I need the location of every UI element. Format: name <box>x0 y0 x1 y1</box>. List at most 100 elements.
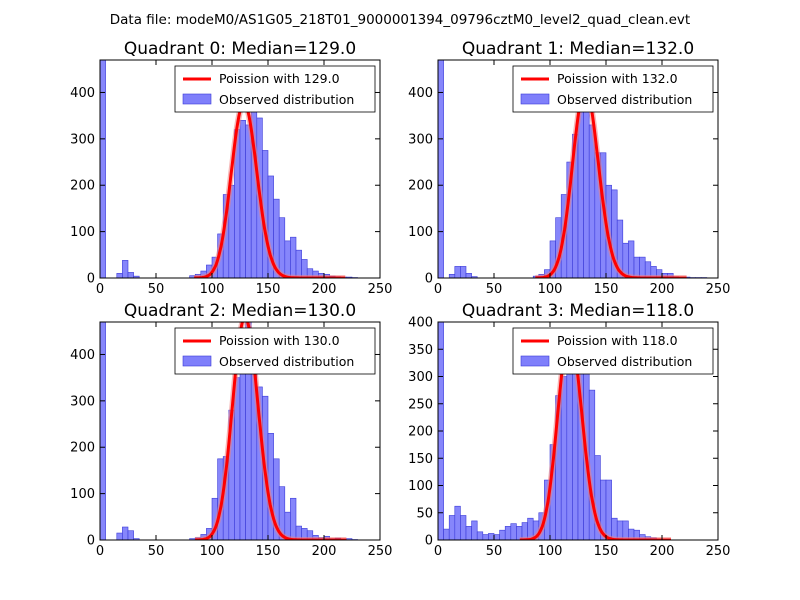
y-tick-label: 100 <box>408 479 433 494</box>
axes-frame <box>99 59 381 279</box>
x-tick-label: 150 <box>256 544 281 559</box>
y-tick-label: 300 <box>70 132 95 147</box>
y-tick-label: 300 <box>408 132 433 147</box>
y-tick-label: 200 <box>70 179 95 194</box>
histogram-bar <box>295 249 302 278</box>
y-tick-label: 350 <box>408 343 433 358</box>
y-tick-label: 300 <box>408 370 433 385</box>
histogram-bar <box>471 276 478 278</box>
histogram-bar <box>290 497 297 540</box>
poisson-curve <box>519 332 671 540</box>
y-tick-label: 400 <box>408 86 433 101</box>
histogram-bar <box>133 538 140 540</box>
legend: Poission with 132.0 Observed distribution <box>512 65 714 113</box>
legend: Poission with 130.0 Observed distribution <box>174 327 376 375</box>
legend-box <box>512 65 714 113</box>
histogram-bar <box>448 515 456 540</box>
x-tick-label: 0 <box>434 544 442 559</box>
x-tick-label: 0 <box>434 282 442 297</box>
histogram-bar <box>639 256 646 278</box>
legend-label-poisson: Poission with 118.0 <box>557 333 678 348</box>
legend-label-poisson: Poission with 132.0 <box>557 71 678 86</box>
y-tick-label: 250 <box>408 397 433 412</box>
histogram-bar <box>239 119 246 278</box>
histogram-bar <box>448 273 456 278</box>
x-tick-label: 0 <box>96 544 104 559</box>
histogram-bar <box>504 526 512 540</box>
legend-box <box>512 327 714 375</box>
subplot-quadrant-0: 0 50 100 150 200 250 0 100 200 300 400 Quadrant 0: … <box>70 39 392 297</box>
y-tick-label: 400 <box>70 86 95 101</box>
legend-bar-swatch <box>182 355 212 367</box>
plot-area <box>100 60 358 278</box>
histogram-bar <box>465 273 472 278</box>
x-tick-label: 100 <box>200 282 225 297</box>
y-tick-label: 100 <box>70 225 95 240</box>
y-tick-label: 0 <box>425 534 433 549</box>
plot-area <box>100 322 358 540</box>
histogram-bar <box>284 240 291 278</box>
x-tick-label: 100 <box>200 544 225 559</box>
y-tick-label: 300 <box>70 394 95 409</box>
subplot-title: Quadrant 2: Median=130.0 <box>124 301 356 321</box>
legend: Poission with 118.0 Observed distribution <box>512 327 714 375</box>
legend-box <box>174 327 376 375</box>
legend-bar-swatch <box>182 93 212 105</box>
x-tick-label: 250 <box>706 282 731 297</box>
histogram-bar <box>116 273 123 278</box>
histogram-bar <box>499 529 506 540</box>
histogram-bar <box>583 99 590 278</box>
x-tick-label: 100 <box>538 544 563 559</box>
axes-frame <box>437 59 719 279</box>
y-tick-label: 150 <box>408 452 433 467</box>
histogram-bar <box>476 531 484 540</box>
x-tick-label: 200 <box>312 282 337 297</box>
histogram-bar <box>465 526 472 540</box>
histogram-bar <box>560 376 568 540</box>
histogram-bar <box>460 515 467 540</box>
y-tick-label: 50 <box>416 506 433 521</box>
histogram-bar <box>460 266 467 278</box>
histogram-bar <box>239 363 246 540</box>
histogram-bar <box>278 217 286 278</box>
histogram-bar <box>127 530 134 540</box>
x-tick-label: 50 <box>148 544 165 559</box>
subplot-quadrant-3: 0 50 100 150 200 250 0 50 100 150 200 250 300 350 400 Q… <box>408 301 730 559</box>
legend-label-observed: Observed distribution <box>219 92 354 107</box>
legend-label-poisson: Poission with 129.0 <box>219 71 340 86</box>
y-tick-label: 0 <box>425 272 433 287</box>
legend-bar-swatch <box>520 93 550 105</box>
histogram-bar <box>100 60 106 278</box>
y-tick-label: 200 <box>408 179 433 194</box>
histogram-bar <box>471 520 478 540</box>
y-tick-label: 100 <box>408 225 433 240</box>
histogram-bar <box>443 528 450 540</box>
histogram-bar <box>127 272 134 278</box>
y-tick-label: 400 <box>408 316 433 331</box>
subplot-title: Quadrant 3: Median=118.0 <box>462 301 694 321</box>
legend-bar-swatch <box>520 355 550 367</box>
x-tick-label: 200 <box>650 282 675 297</box>
x-tick-label: 250 <box>368 282 393 297</box>
plot-area <box>438 60 708 278</box>
x-tick-label: 250 <box>706 544 731 559</box>
y-tick-label: 0 <box>87 534 95 549</box>
x-tick-label: 0 <box>96 282 104 297</box>
legend-label-poisson: Poission with 130.0 <box>219 333 340 348</box>
poisson-curve <box>194 101 346 278</box>
x-tick-label: 50 <box>148 282 165 297</box>
subplot-title: Quadrant 1: Median=132.0 <box>462 39 694 59</box>
histogram-bar <box>122 260 129 278</box>
legend-box <box>174 65 376 113</box>
histogram-bar <box>122 526 129 540</box>
x-tick-label: 150 <box>594 544 619 559</box>
subplot-quadrant-1: 0 50 100 150 200 250 0 100 200 300 400 Quadrant 1: … <box>408 39 730 297</box>
histogram-bar <box>116 532 123 540</box>
x-tick-label: 200 <box>312 544 337 559</box>
histogram-bar <box>133 275 140 278</box>
histogram-bar <box>100 322 106 540</box>
x-tick-label: 250 <box>368 544 393 559</box>
histogram-bar <box>605 479 612 540</box>
histogram-bar <box>493 534 500 540</box>
